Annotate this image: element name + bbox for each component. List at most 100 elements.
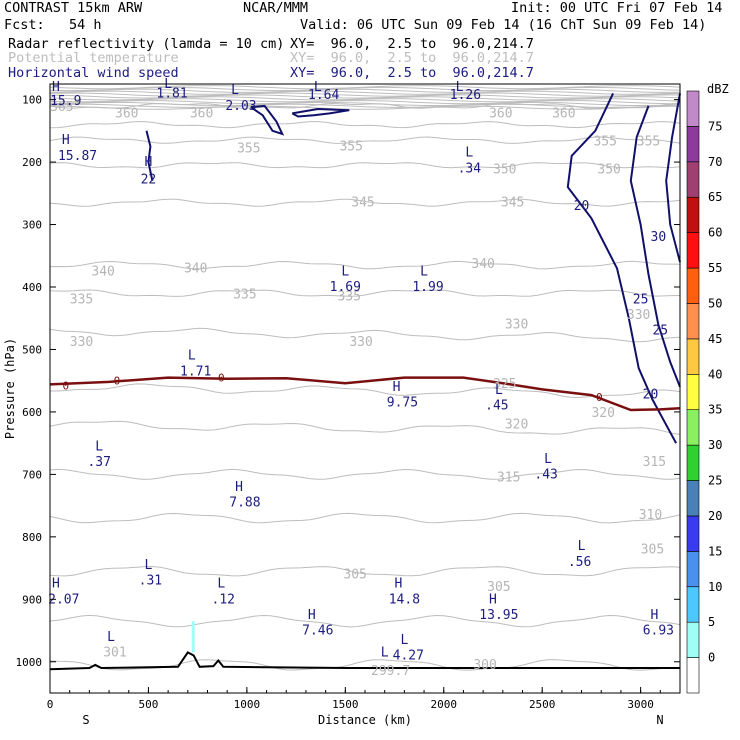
x-tick-label: 0 [47, 698, 54, 711]
field-xy-reflectivity: XY= 96.0, 2.5 to 96.0,214.7 [290, 36, 534, 52]
theta-label: 345 [501, 196, 524, 211]
extremum-label: H [145, 155, 153, 170]
wind-contour-line [291, 107, 350, 118]
colorbar-level-label: 0 [708, 651, 715, 665]
extremum-label: L [231, 83, 239, 98]
colorbar-level-label: 45 [708, 332, 722, 346]
theta-label: 335 [70, 292, 93, 307]
extremum-label: H [395, 577, 403, 592]
extremum-label: 1.81 [156, 86, 187, 101]
colorbar-swatch [686, 303, 700, 340]
theta-bunch-line [49, 92, 681, 97]
colorbar-level-label: 30 [708, 438, 722, 452]
theta-label: 300 [473, 658, 496, 673]
colorbar-swatch [686, 657, 700, 694]
theta-label: 360 [115, 106, 138, 121]
y-tick-label: 600 [22, 406, 42, 419]
zero-isotherm-line [49, 376, 681, 412]
extremum-label: 7.46 [302, 624, 333, 639]
extremum-label: L [400, 633, 408, 648]
theta-label: 345 [351, 196, 374, 211]
theta-label: 335 [338, 289, 361, 304]
south-label: S [82, 713, 89, 727]
theta-contour-345 [49, 198, 681, 207]
field-name-reflectivity: Radar reflectivity (lamda = 10 cm) [8, 36, 285, 52]
theta-label: 330 [70, 335, 93, 350]
x-tick-label: 1500 [332, 698, 359, 711]
init-time: Init: 00 UTC Fri 07 Feb 14 [511, 0, 723, 16]
theta-label: 340 [184, 261, 207, 276]
wind-label: 30 [651, 230, 667, 245]
extremum-label: L [456, 80, 464, 95]
extremum-label: H [393, 380, 401, 395]
theta-label: 310 [639, 508, 662, 523]
theta-contour-360 [49, 121, 681, 129]
wind-contour-line [145, 130, 154, 182]
extremum-label: .37 [87, 455, 110, 470]
extremum-label: L [381, 645, 389, 660]
extremum-label: L [495, 383, 503, 398]
theta-contour-315 [49, 468, 681, 480]
org-label: NCAR/MMM [243, 0, 309, 16]
theta-label: 355 [237, 141, 260, 156]
extremum-label: 1.26 [450, 88, 481, 103]
colorbar-level-label: 70 [708, 155, 722, 169]
wind-label: 25 [633, 292, 649, 307]
zero-isotherm-label: 0 [114, 375, 121, 388]
colorbar-level-label: 5 [708, 615, 715, 629]
extremum-label: .45 [485, 399, 508, 414]
theta-bunch-line [49, 85, 681, 90]
terrain-line [49, 651, 680, 671]
colorbar-level-label: 10 [708, 580, 722, 594]
colorbar-swatch [686, 373, 700, 411]
theta-bunch-line [49, 86, 681, 92]
model-title: CONTRAST 15km ARW [4, 0, 143, 16]
colorbar-level-label: 35 [708, 403, 722, 417]
extremum-label: H [308, 608, 316, 623]
theta-label: 360 [552, 106, 575, 121]
theta-label: 335 [233, 287, 256, 302]
zero-isotherm-label: 0 [218, 372, 225, 385]
y-tick-label: 700 [22, 468, 42, 481]
theta-bunch-line [49, 98, 681, 103]
y-tick-label: 100 [22, 94, 42, 107]
theta-label: 305 [487, 580, 510, 595]
colorbar-swatch [686, 551, 700, 588]
extremum-label: H [52, 80, 60, 95]
theta-bunch-line [49, 90, 681, 95]
field-xy-theta: XY= 96.0, 2.5 to 96.0,214.7 [290, 50, 534, 66]
theta-label: 299.7 [371, 664, 410, 679]
wind-label: 22 [141, 173, 157, 188]
theta-label: 330 [349, 335, 372, 350]
zero-isotherm-label: 0 [596, 391, 603, 404]
theta-label: 305 [641, 542, 664, 557]
colorbar-level-label: 75 [708, 119, 722, 133]
y-tick-label: 200 [22, 156, 42, 169]
wind-speed-contours [145, 92, 681, 444]
extremum-label: L [107, 630, 115, 645]
colorbar-swatch [686, 232, 700, 269]
extremum-label: 1.71 [180, 364, 211, 379]
north-label: N [656, 713, 663, 727]
theta-label: 320 [591, 406, 614, 421]
colorbar-swatch [686, 90, 700, 127]
colorbar-level-label: 40 [708, 367, 722, 381]
theta-contour-355 [49, 136, 681, 144]
extremum-label: H [62, 133, 70, 148]
colorbar-unit: dBZ [707, 82, 729, 96]
extremum-label: L [341, 264, 349, 279]
extremum-label: .12 [212, 592, 235, 607]
colorbar-level-label: 55 [708, 261, 722, 275]
wind-contour-line [665, 93, 681, 263]
colorbar-swatch [686, 161, 700, 198]
extremum-label: 2.07 [48, 592, 79, 607]
extremum-label: 1.69 [330, 280, 361, 295]
wind-label: 20 [574, 199, 590, 214]
colorbar-level-label: 65 [708, 190, 722, 204]
theta-bunch-line [50, 105, 681, 110]
x-tick-label: 1000 [234, 698, 261, 711]
theta-contour-365 [49, 102, 681, 109]
extremum-label: 6.93 [643, 624, 674, 639]
colorbar-swatch [686, 621, 700, 658]
